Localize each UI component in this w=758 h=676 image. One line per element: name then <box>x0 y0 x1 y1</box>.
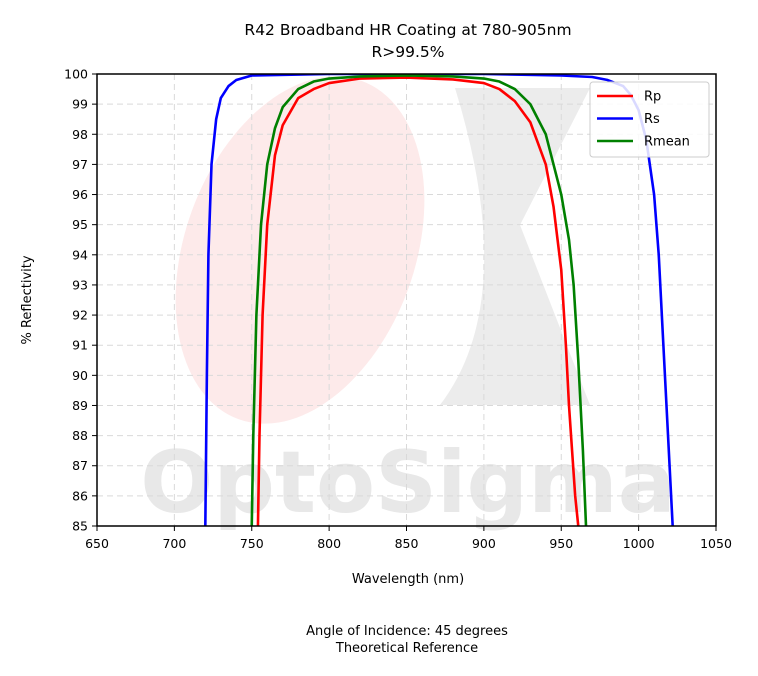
series-group <box>204 74 674 526</box>
y-tick-label: 91 <box>72 338 88 353</box>
watermark-sigma-shape <box>440 88 590 405</box>
y-tick-label: 97 <box>72 157 88 172</box>
x-tick-label: 1000 <box>623 536 655 551</box>
plot-frame <box>96 73 717 527</box>
y-tick-label: 94 <box>72 247 88 262</box>
x-tick-label: 650 <box>85 536 109 551</box>
legend-label-rmean: Rmean <box>644 135 690 150</box>
watermark: OptoSigma <box>140 76 676 533</box>
legend: Rp Rs Rmean <box>589 81 710 158</box>
y-tick-label: 92 <box>72 308 88 323</box>
y-tick-label: 88 <box>72 428 88 443</box>
series-line-rmean <box>250 74 588 526</box>
y-tick-label: 89 <box>72 398 88 413</box>
footer-line-2: Theoretical Reference <box>335 641 478 656</box>
x-axis-label: Wavelength (nm) <box>352 572 464 587</box>
y-tick-label: 96 <box>72 187 88 202</box>
y-tick-label: 99 <box>72 97 88 112</box>
x-axis-ticks: 650 700 750 800 850 900 950 1000 1050 <box>85 526 732 551</box>
x-tick-label: 750 <box>240 536 264 551</box>
legend-label-rs: Rs <box>644 112 660 127</box>
y-tick-label: 95 <box>72 217 88 232</box>
watermark-text: OptoSigma <box>140 433 675 533</box>
y-tick-label: 86 <box>72 488 88 503</box>
chart-subtitle: R>99.5% <box>372 43 445 61</box>
y-tick-label: 98 <box>72 127 88 142</box>
chart-title: R42 Broadband HR Coating at 780-905nm <box>244 21 571 39</box>
y-tick-label: 93 <box>72 277 88 292</box>
watermark-ellipse <box>175 76 425 424</box>
x-tick-label: 900 <box>472 536 496 551</box>
x-tick-label: 850 <box>395 536 419 551</box>
y-tick-label: 90 <box>72 368 88 383</box>
series-line-rp <box>256 76 580 526</box>
y-axis-ticks: 85 86 87 88 89 90 91 92 93 94 95 96 97 98 99 100 <box>64 67 97 534</box>
x-tick-label: 800 <box>317 536 341 551</box>
y-tick-label: 85 <box>72 519 88 534</box>
x-tick-label: 950 <box>549 536 573 551</box>
legend-box <box>589 81 710 158</box>
x-tick-label: 1050 <box>700 536 732 551</box>
y-tick-label: 100 <box>64 67 88 82</box>
footer-line-1: Angle of Incidence: 45 degrees <box>306 624 508 639</box>
legend-label-rp: Rp <box>644 90 661 105</box>
series-line-rs <box>204 74 674 526</box>
y-tick-label: 87 <box>72 458 88 473</box>
x-tick-label: 700 <box>162 536 186 551</box>
y-axis-label: % Reflectivity <box>20 255 35 344</box>
